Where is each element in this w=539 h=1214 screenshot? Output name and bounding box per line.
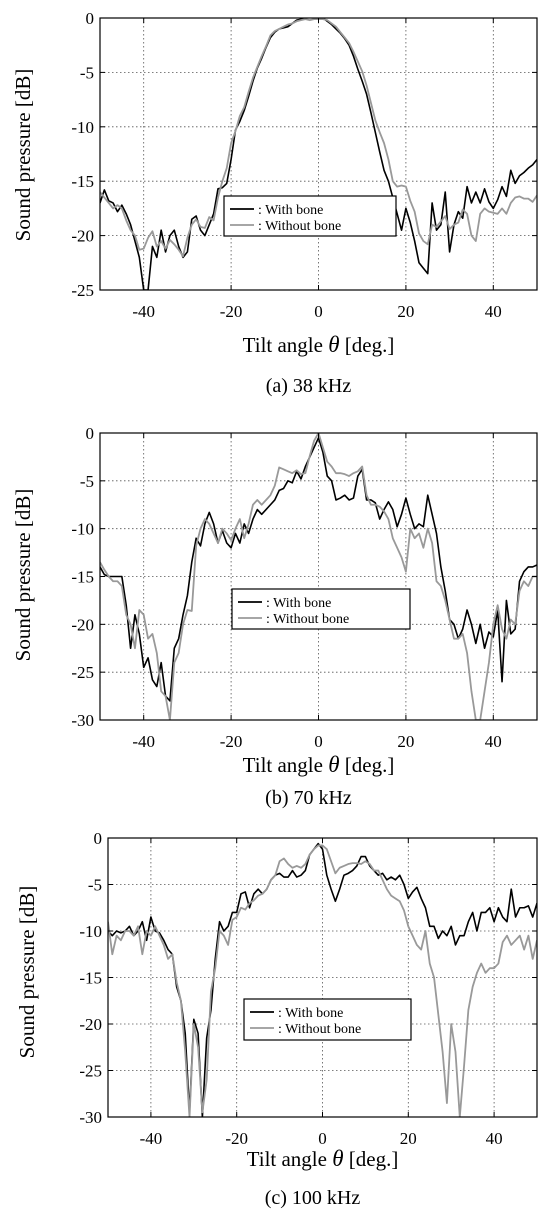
y-tick-label: -10: [71, 118, 94, 137]
y-tick-label: -5: [80, 63, 94, 82]
panel-caption: (b) 70 kHz: [265, 787, 352, 809]
legend-box: [243, 998, 412, 1041]
y-tick-label: -25: [71, 663, 94, 682]
x-tick-label: -20: [220, 302, 243, 321]
chart-panel-3: -40 -20 0 20 40 0 -5 -10 -15 -20 -25 -30 Sound press…: [15, 829, 538, 1209]
legend-label: : With bone: [258, 203, 323, 218]
legend-label: : Without bone: [266, 612, 349, 627]
x-tick-label: 0: [314, 732, 323, 751]
x-tick-label: -20: [225, 1129, 248, 1148]
y-tick-label: -10: [71, 520, 94, 539]
panel-caption: (c) 100 kHz: [265, 1187, 361, 1209]
y-tick-label: -30: [79, 1108, 102, 1127]
x-tick-label: -40: [140, 1129, 163, 1148]
y-tick-label: -15: [71, 172, 94, 191]
legend-label: : Without bone: [278, 1022, 361, 1037]
y-tick-label: -25: [71, 281, 94, 300]
x-tick-label: -40: [132, 302, 155, 321]
y-axis-label: Sound pressure [dB]: [11, 69, 35, 242]
legend: : With bone: Without bone: [243, 998, 412, 1041]
x-axis-label: Tilt angle θ [deg.]: [243, 332, 395, 357]
chart-panel-2: -40 -20 0 20 40 0 -5 -10 -15 -20 -25 -30 Sound press…: [11, 424, 538, 809]
plot-frame: [99, 432, 538, 721]
series-line-without-bone: [108, 844, 537, 1117]
x-tick-label: 40: [486, 1129, 503, 1148]
y-tick-label: -20: [79, 1015, 102, 1034]
x-tick-label: -20: [220, 732, 243, 751]
x-tick-label: 20: [400, 1129, 417, 1148]
x-tick-label: 20: [397, 732, 414, 751]
y-axis-label: Sound pressure [dB]: [15, 886, 39, 1059]
x-tick-label: 20: [397, 302, 414, 321]
x-tick-label: 0: [314, 302, 323, 321]
x-tick-label: 40: [485, 302, 502, 321]
y-tick-label: -25: [79, 1062, 102, 1081]
x-tick-label: 0: [318, 1129, 327, 1148]
chart-panel-1: -40 -20 0 20 40 0 -5 -10 -15 -20 -25 Sound pressure…: [11, 9, 538, 397]
y-tick-label: -15: [71, 568, 94, 587]
x-axis-label: Tilt angle θ [deg.]: [243, 752, 395, 777]
panel-caption: (a) 38 kHz: [266, 375, 352, 397]
legend: : With bone: Without bone: [231, 588, 411, 630]
legend-label: : Without bone: [258, 219, 341, 234]
y-axis-label: Sound pressure [dB]: [11, 489, 35, 662]
series-line-with-bone: [100, 18, 537, 290]
y-tick-label: 0: [86, 424, 95, 443]
y-tick-label: -20: [71, 227, 94, 246]
x-tick-label: 40: [485, 732, 502, 751]
y-tick-label: -20: [71, 615, 94, 634]
y-tick-label: -10: [79, 922, 102, 941]
y-tick-label: 0: [94, 829, 103, 848]
legend-label: : With bone: [266, 596, 331, 611]
x-tick-label: -40: [132, 732, 155, 751]
legend-label: : With bone: [278, 1006, 343, 1021]
legend-box: [231, 588, 411, 630]
legend: : With bone: Without bone: [223, 195, 397, 237]
y-tick-label: -5: [88, 876, 102, 895]
legend-box: [223, 195, 397, 237]
y-tick-label: -15: [79, 969, 102, 988]
y-tick-label: -30: [71, 711, 94, 730]
y-tick-label: 0: [86, 9, 95, 28]
x-axis-label: Tilt angle θ [deg.]: [247, 1146, 399, 1171]
series-line-without-bone: [100, 433, 537, 720]
y-tick-label: -5: [80, 472, 94, 491]
